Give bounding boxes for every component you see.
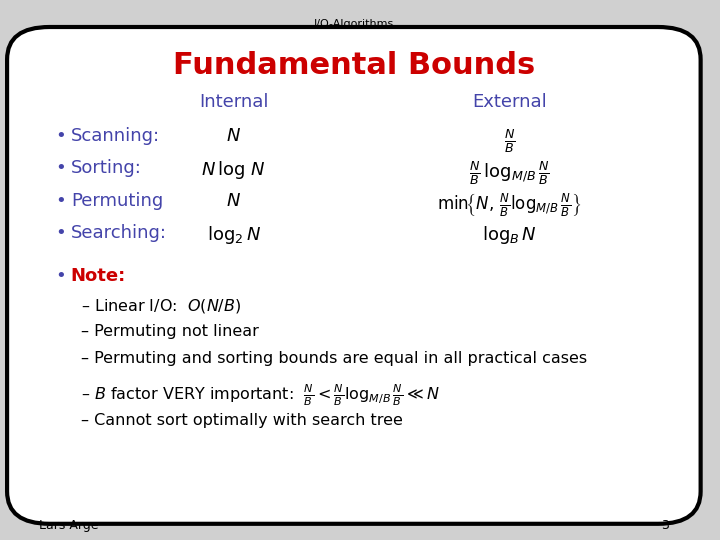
Text: Searching:: Searching: xyxy=(71,224,167,242)
Text: – Cannot sort optimally with search tree: – Cannot sort optimally with search tree xyxy=(81,413,403,428)
Text: Lars Arge: Lars Arge xyxy=(39,519,99,532)
Text: 3: 3 xyxy=(661,519,669,532)
Text: $\min\!\left\{N,\,\frac{N}{B}\log_{M/B}\frac{N}{B}\right\}$: $\min\!\left\{N,\,\frac{N}{B}\log_{M/B}\… xyxy=(437,192,582,219)
Text: $\log_2 N$: $\log_2 N$ xyxy=(207,224,261,246)
Text: •: • xyxy=(55,267,66,285)
Text: – Permuting not linear: – Permuting not linear xyxy=(81,324,259,339)
Text: – Linear I/O:  $O(N/B)$: – Linear I/O: $O(N/B)$ xyxy=(81,297,242,315)
Text: Internal: Internal xyxy=(199,93,269,111)
Text: $\frac{N}{B}$: $\frac{N}{B}$ xyxy=(504,127,516,155)
Text: •: • xyxy=(55,127,66,145)
Text: $N$: $N$ xyxy=(226,127,241,145)
FancyBboxPatch shape xyxy=(7,27,701,524)
Text: I/O-Algorithms: I/O-Algorithms xyxy=(314,19,394,29)
Text: •: • xyxy=(55,192,66,210)
Text: Fundamental Bounds: Fundamental Bounds xyxy=(173,51,535,80)
Text: Sorting:: Sorting: xyxy=(71,159,142,177)
Text: $\log_B N$: $\log_B N$ xyxy=(482,224,537,246)
Text: •: • xyxy=(55,159,66,177)
Text: Note:: Note: xyxy=(71,267,126,285)
Text: Scanning:: Scanning: xyxy=(71,127,160,145)
Text: Permuting: Permuting xyxy=(71,192,163,210)
Text: External: External xyxy=(472,93,547,111)
Text: – $B$ factor VERY important:  $\frac{N}{B} < \frac{N}{B}\log_{M/B}\frac{N}{B} \l: – $B$ factor VERY important: $\frac{N}{B… xyxy=(81,382,440,408)
Text: $N$: $N$ xyxy=(226,192,241,210)
Text: •: • xyxy=(55,224,66,242)
Text: – Permuting and sorting bounds are equal in all practical cases: – Permuting and sorting bounds are equal… xyxy=(81,351,588,366)
Text: $\frac{N}{B}\,\log_{M/B}\frac{N}{B}$: $\frac{N}{B}\,\log_{M/B}\frac{N}{B}$ xyxy=(469,159,550,187)
Text: $N\,\log\,N$: $N\,\log\,N$ xyxy=(201,159,266,181)
